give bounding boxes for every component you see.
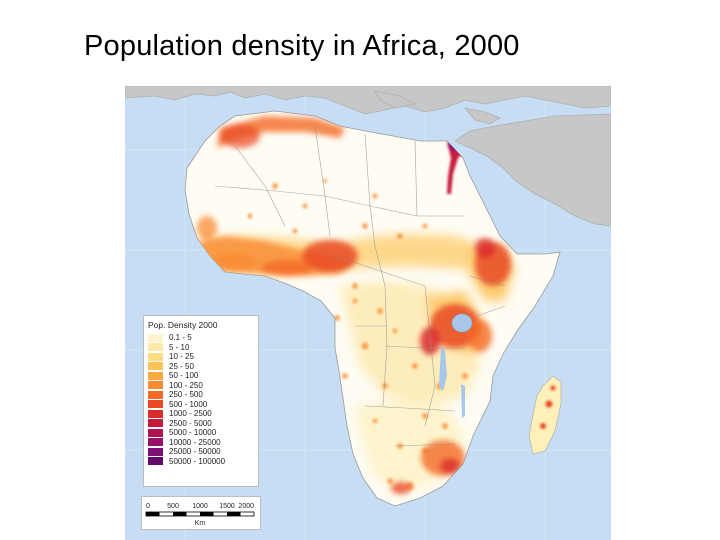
legend-item: 2500 - 5000	[148, 419, 255, 429]
madagascar	[528, 375, 562, 455]
legend-label: 2500 - 5000	[169, 418, 212, 428]
legend-item: 0.1 - 5	[148, 333, 255, 343]
legend-label: 10 - 25	[169, 352, 194, 362]
scale-bar-unit: Km	[195, 520, 206, 527]
legend-item: 1000 - 2500	[148, 409, 255, 419]
other-landmasses	[125, 86, 611, 227]
slide-title: Population density in Africa, 2000	[84, 30, 520, 62]
legend-swatch	[148, 457, 163, 466]
legend-swatch	[148, 428, 163, 437]
red-sea	[455, 144, 547, 252]
legend-swatch	[148, 390, 163, 399]
scale-bar-segments	[145, 511, 255, 517]
legend-item: 500 - 1000	[148, 400, 255, 410]
legend-swatch	[148, 381, 163, 390]
legend-swatch	[148, 343, 163, 352]
legend-swatch	[148, 352, 163, 361]
legend-label: 10000 - 25000	[169, 437, 221, 447]
legend-swatch	[148, 419, 163, 428]
africa-map	[125, 86, 611, 540]
legend-label: 1000 - 2500	[169, 409, 212, 419]
legend-swatch	[148, 400, 163, 409]
legend-item: 5 - 10	[148, 343, 255, 353]
legend-label: 5 - 10	[169, 342, 190, 352]
legend-swatch	[148, 333, 163, 342]
legend-label: 250 - 500	[169, 390, 203, 400]
legend-label: 0.1 - 5	[169, 333, 192, 343]
legend-label: 50000 - 100000	[169, 456, 226, 466]
legend-label: 25000 - 50000	[169, 447, 221, 457]
legend-label: 50 - 100	[169, 371, 199, 381]
scale-bar-graphic: 0 500 1000 1500 2000 Km	[145, 503, 255, 527]
scale-bar: 0 500 1000 1500 2000 Km	[141, 496, 261, 530]
legend-item: 100 - 250	[148, 381, 255, 391]
legend-swatch	[148, 447, 163, 456]
legend-item: 10 - 25	[148, 352, 255, 362]
legend-item: 250 - 500	[148, 390, 255, 400]
scale-bar-tick: 1000	[192, 503, 208, 510]
legend-item: 50000 - 100000	[148, 457, 255, 467]
legend-item: 25 - 50	[148, 362, 255, 372]
legend-item: 10000 - 25000	[148, 438, 255, 448]
legend-item: 5000 - 10000	[148, 428, 255, 438]
legend-item: 25000 - 50000	[148, 447, 255, 457]
legend-swatch	[148, 438, 163, 447]
legend-label: 5000 - 10000	[169, 428, 217, 438]
legend-swatch	[148, 362, 163, 371]
scale-bar-tick: 1500	[219, 503, 235, 510]
legend-item: 50 - 100	[148, 371, 255, 381]
legend-swatch	[148, 409, 163, 418]
scale-bar-tick: 0	[146, 503, 150, 510]
legend-swatch	[148, 371, 163, 380]
legend-label: 500 - 1000	[169, 399, 208, 409]
legend-label: 25 - 50	[169, 361, 194, 371]
scale-bar-tick: 500	[167, 503, 179, 510]
legend-title: Pop. Density 2000	[148, 320, 218, 330]
scale-bar-tick: 2000	[238, 503, 254, 510]
country-borders	[214, 125, 506, 447]
legend-label: 100 - 250	[169, 380, 203, 390]
population-density-layer	[195, 116, 515, 494]
